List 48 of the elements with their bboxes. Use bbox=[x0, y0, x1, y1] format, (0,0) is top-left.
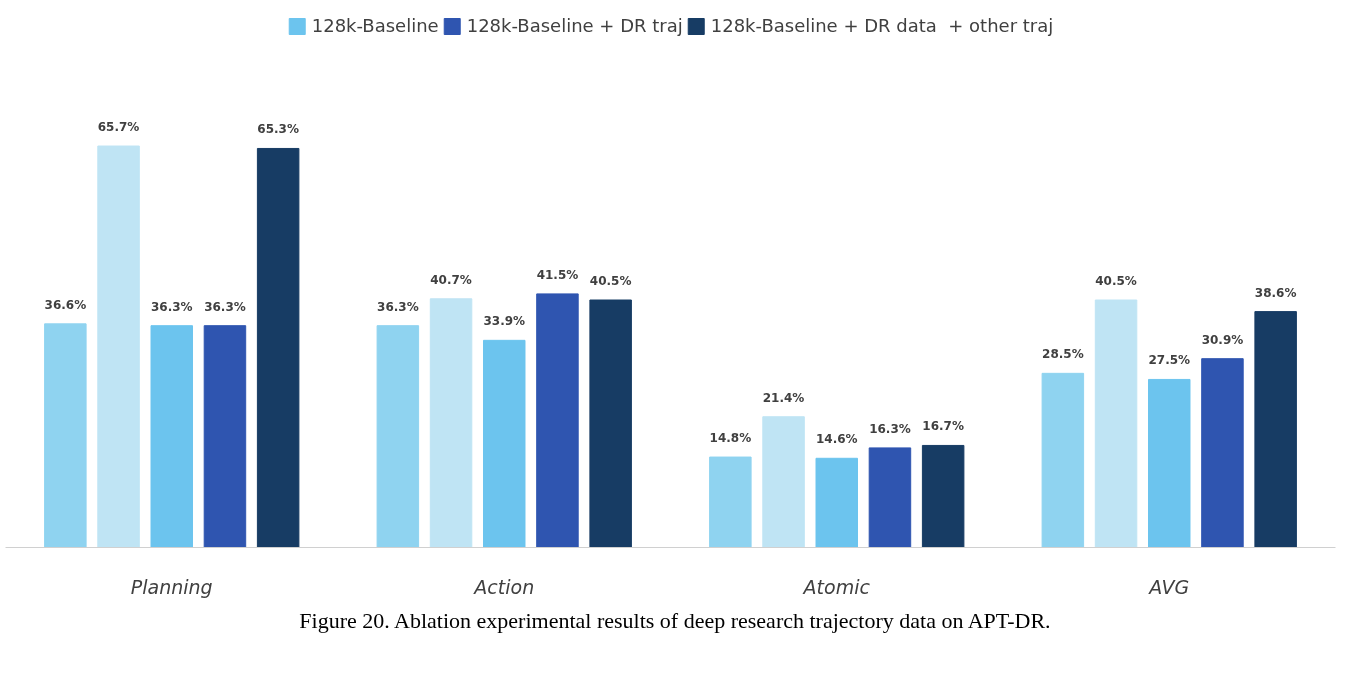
caption: Figure 20. Ablation experimental results of deep research trajectory data on APT-DR. bbox=[299, 607, 1051, 635]
data-label: 36.3% bbox=[204, 299, 246, 314]
bar bbox=[150, 325, 193, 548]
data-label: 16.3% bbox=[869, 421, 911, 436]
x-tick-label: AVG bbox=[1147, 575, 1190, 598]
bar bbox=[709, 456, 752, 548]
data-label: 65.7% bbox=[97, 120, 140, 135]
bar bbox=[921, 444, 965, 548]
data-label: 27.5% bbox=[1148, 353, 1191, 368]
bar bbox=[203, 325, 247, 548]
bar bbox=[1201, 358, 1244, 548]
bar bbox=[429, 298, 473, 548]
bar bbox=[868, 447, 912, 548]
data-label: 65.3% bbox=[257, 122, 299, 137]
bar bbox=[1254, 311, 1297, 548]
legend-label: 128k-Baseline bbox=[311, 15, 439, 36]
x-tick-label: Action bbox=[472, 575, 535, 598]
legend-label: 128k-Baseline + DR data + other traj bbox=[710, 15, 1054, 36]
data-label: 41.5% bbox=[536, 267, 579, 282]
data-label: 14.6% bbox=[815, 432, 858, 447]
bar bbox=[483, 339, 526, 548]
x-tick-label: Planning bbox=[130, 575, 213, 598]
data-label: 36.3% bbox=[150, 299, 193, 314]
data-label: 38.6% bbox=[1254, 285, 1297, 300]
bar bbox=[762, 416, 805, 548]
data-label: 36.3% bbox=[377, 299, 419, 314]
data-label: 30.9% bbox=[1201, 332, 1244, 347]
data-label: 36.6% bbox=[44, 297, 87, 312]
bar bbox=[536, 293, 579, 548]
bar bbox=[97, 145, 140, 548]
bar bbox=[589, 299, 632, 548]
data-label: 16.7% bbox=[922, 419, 964, 434]
bar bbox=[1148, 378, 1191, 548]
bar bbox=[256, 147, 300, 548]
bar bbox=[815, 457, 858, 548]
data-label: 40.7% bbox=[430, 272, 472, 287]
bar bbox=[44, 323, 87, 548]
data-label: 40.5% bbox=[589, 274, 632, 289]
x-tick-label: Atomic bbox=[801, 575, 871, 598]
bar bbox=[376, 325, 420, 548]
legend-label: 128k-Baseline + DR traj bbox=[466, 15, 683, 36]
data-label: 33.9% bbox=[483, 314, 526, 329]
bar bbox=[1094, 299, 1138, 548]
data-label: 14.8% bbox=[709, 431, 752, 446]
data-label: 21.4% bbox=[762, 390, 805, 405]
data-label: 28.5% bbox=[1042, 347, 1084, 362]
bar bbox=[1041, 372, 1085, 548]
data-label: 40.5% bbox=[1095, 274, 1137, 289]
